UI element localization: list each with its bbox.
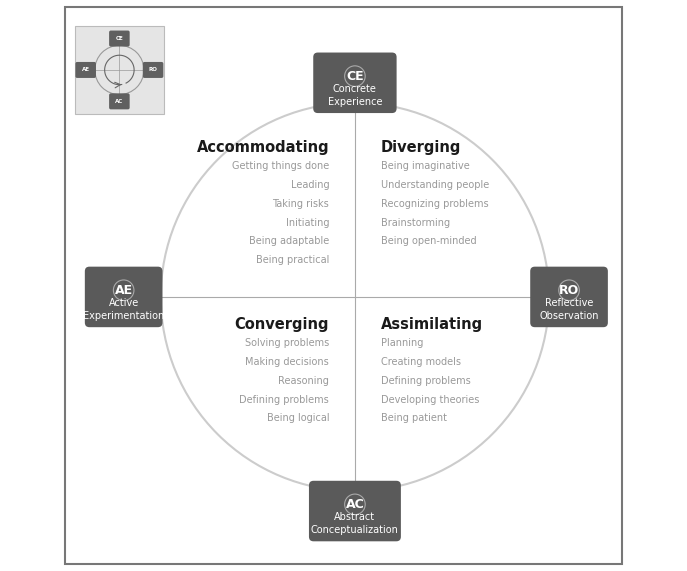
Text: Reasoning: Reasoning xyxy=(278,376,329,386)
Text: Being logical: Being logical xyxy=(267,413,329,424)
FancyBboxPatch shape xyxy=(313,53,396,113)
Text: RO: RO xyxy=(148,67,157,73)
FancyBboxPatch shape xyxy=(76,62,96,78)
Text: Recognizing problems: Recognizing problems xyxy=(381,199,488,209)
Text: Solving problems: Solving problems xyxy=(245,338,329,348)
Text: Making decisions: Making decisions xyxy=(245,357,329,367)
Text: Being adaptable: Being adaptable xyxy=(249,236,329,247)
Text: CE: CE xyxy=(346,70,363,83)
Text: Diverging: Diverging xyxy=(381,140,461,155)
Text: Active: Active xyxy=(109,298,139,308)
Text: Accommodating: Accommodating xyxy=(196,140,329,155)
Text: Being patient: Being patient xyxy=(381,413,447,424)
Text: Leading: Leading xyxy=(291,180,329,190)
Text: CE: CE xyxy=(115,36,123,41)
Text: Initiating: Initiating xyxy=(286,218,329,228)
Text: Concrete: Concrete xyxy=(333,84,377,94)
Text: Getting things done: Getting things done xyxy=(232,161,329,171)
FancyBboxPatch shape xyxy=(85,267,163,327)
Text: Creating models: Creating models xyxy=(381,357,460,367)
Text: AE: AE xyxy=(82,67,90,73)
Text: Abstract: Abstract xyxy=(335,512,376,522)
Text: Reflective: Reflective xyxy=(545,298,594,308)
Text: Observation: Observation xyxy=(539,311,599,321)
Text: Being open-minded: Being open-minded xyxy=(381,236,476,247)
Text: Converging: Converging xyxy=(235,317,329,332)
Text: Defining problems: Defining problems xyxy=(381,376,471,386)
FancyBboxPatch shape xyxy=(75,26,164,114)
Text: AC: AC xyxy=(346,498,364,511)
Text: RO: RO xyxy=(559,284,579,297)
Text: Conceptualization: Conceptualization xyxy=(311,525,399,535)
FancyBboxPatch shape xyxy=(143,62,164,78)
FancyBboxPatch shape xyxy=(109,30,130,46)
Text: AC: AC xyxy=(115,99,124,104)
Text: Developing theories: Developing theories xyxy=(381,395,479,405)
Text: Being practical: Being practical xyxy=(256,255,329,266)
Text: Taking risks: Taking risks xyxy=(273,199,329,209)
Text: AE: AE xyxy=(115,284,133,297)
FancyBboxPatch shape xyxy=(109,93,130,110)
Text: Planning: Planning xyxy=(381,338,423,348)
FancyBboxPatch shape xyxy=(65,7,622,564)
Text: Assimilating: Assimilating xyxy=(381,317,483,332)
Text: Experience: Experience xyxy=(328,97,382,107)
Text: Experimentation: Experimentation xyxy=(83,311,164,321)
Text: Being imaginative: Being imaginative xyxy=(381,161,469,171)
Text: Defining problems: Defining problems xyxy=(240,395,329,405)
FancyBboxPatch shape xyxy=(530,267,608,327)
Text: Understanding people: Understanding people xyxy=(381,180,489,190)
FancyBboxPatch shape xyxy=(309,481,401,541)
Text: Brainstorming: Brainstorming xyxy=(381,218,450,228)
